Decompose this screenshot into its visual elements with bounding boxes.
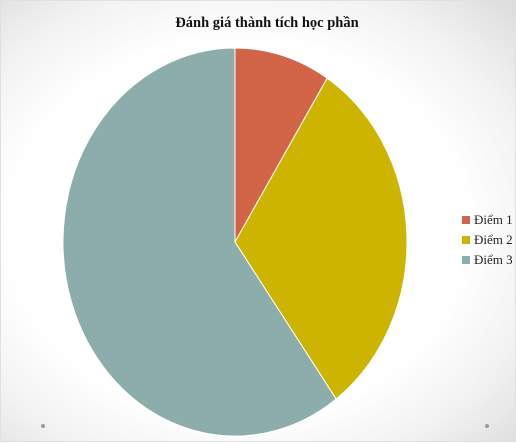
legend-item: Điểm 2 [462, 230, 513, 250]
selection-handle[interactable] [41, 424, 45, 428]
pie-slice-2 [234, 77, 408, 400]
legend-swatch [462, 236, 470, 244]
legend: Điểm 1 Điểm 2 Điểm 3 [462, 210, 513, 270]
legend-swatch [462, 256, 470, 264]
legend-label: Điểm 1 [474, 212, 513, 227]
legend-label: Điểm 3 [474, 252, 513, 267]
chart-title: Đánh giá thành tích học phần [175, 15, 359, 31]
legend-label: Điểm 2 [474, 232, 513, 247]
legend-item: Điểm 3 [462, 250, 513, 270]
legend-item: Điểm 1 [462, 210, 513, 230]
pie-slice-3 [62, 47, 337, 437]
pie-slice-1 [234, 47, 328, 244]
selection-handle[interactable] [485, 424, 489, 428]
legend-swatch [462, 216, 470, 224]
